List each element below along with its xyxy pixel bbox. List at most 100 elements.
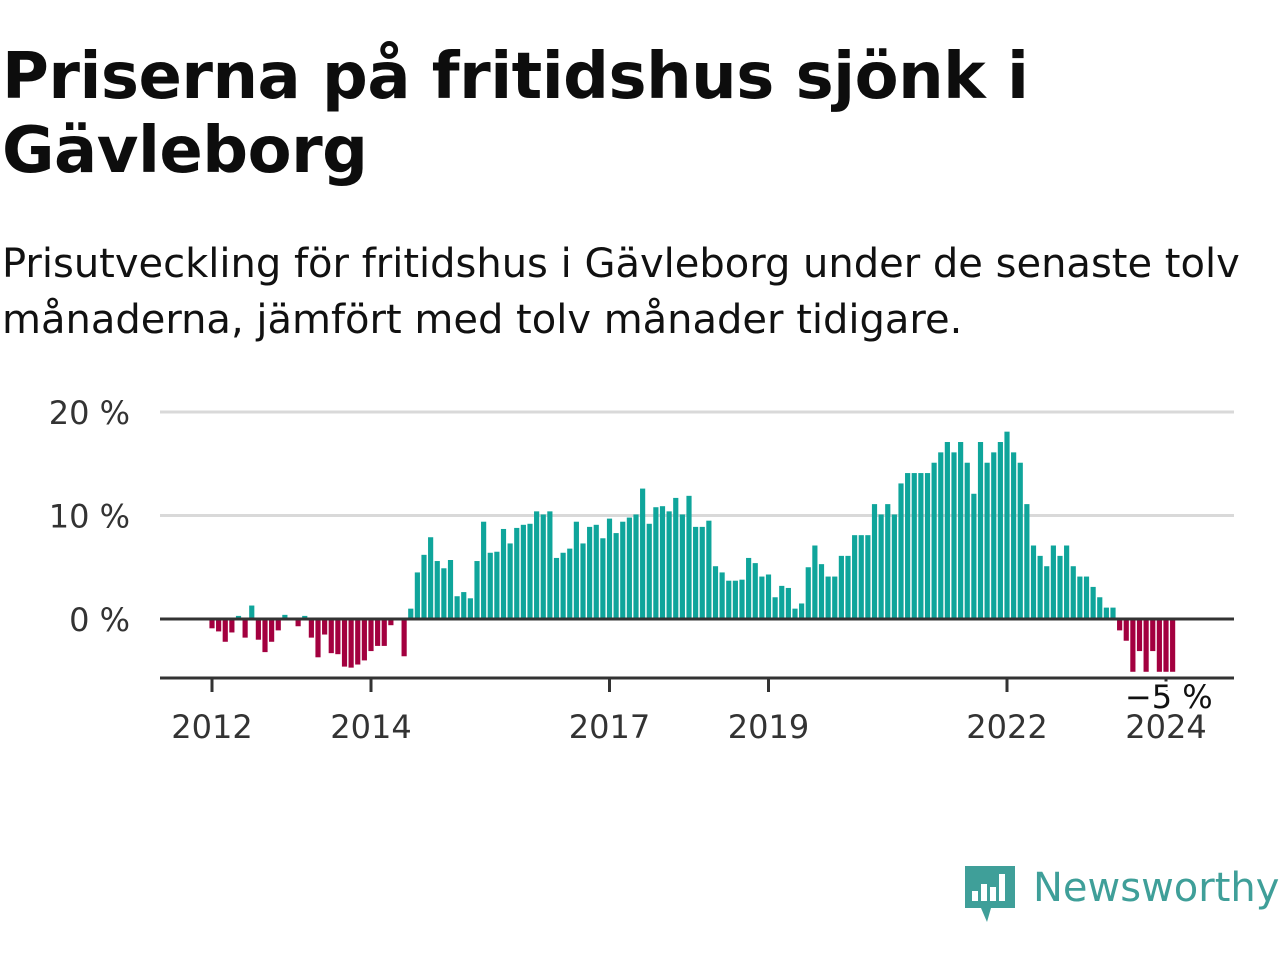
brand-name: Newsworthy [1033,865,1280,911]
bar [1163,619,1169,672]
bar [1170,619,1176,672]
bar [600,538,606,619]
bar [447,560,454,619]
bar [805,567,811,619]
bar [487,552,493,619]
bar [1057,555,1063,619]
bar [653,507,659,619]
bar [408,608,414,619]
bar [229,619,235,633]
bar [699,526,705,619]
x-tick-label: 2017 [569,708,650,746]
bar [302,615,308,619]
bar [825,576,831,619]
bar [1004,431,1010,619]
bar [341,619,348,667]
bar [878,514,884,619]
bar [779,585,785,619]
bar [1083,576,1090,619]
bar [613,533,619,619]
bar [938,452,944,619]
bar [944,442,950,619]
bar [269,619,275,642]
x-tick-label: 2014 [330,708,411,746]
bar [924,473,931,619]
bar [606,518,613,619]
bar [686,495,692,619]
bar [573,521,579,619]
bar [1044,566,1050,619]
bar [911,473,917,619]
bar [1097,597,1103,619]
bar [898,483,904,619]
brand-logo: Newsworthy [965,864,1279,924]
bar [971,493,977,619]
bar [275,619,281,631]
bar [951,452,957,619]
bar [328,619,334,654]
bar [1123,619,1129,641]
bar [209,619,215,629]
bar [500,528,507,619]
bar [712,566,719,619]
bar [706,520,712,619]
y-tick-label: 10 % [49,498,130,536]
bar [918,473,924,619]
bar [845,555,851,619]
bar [421,554,427,619]
bar [428,537,434,619]
bar [553,557,560,619]
bar [368,619,374,652]
bar [587,526,593,619]
bar [1030,545,1037,619]
bar [640,488,646,619]
bar [1070,566,1076,619]
bar [295,619,301,627]
bar [812,545,818,619]
bar [414,572,420,619]
bar [1050,545,1056,619]
bar [308,619,314,638]
bar [865,535,871,619]
annotations: −5 % [1122,675,1216,719]
bar [931,462,937,619]
bar [726,580,732,619]
chart-subtitle: Prisutveckling för fritidshus i Gävlebor… [2,241,1240,343]
bar [871,504,878,619]
bar [527,523,533,619]
bar [520,524,526,619]
bar [1024,504,1030,619]
y-tick-label: 0 % [69,601,130,639]
bar [580,543,586,619]
bar [633,514,639,619]
grid-lines [160,410,1234,517]
bar [348,619,354,668]
bar [1037,555,1043,619]
bar [1150,619,1156,652]
x-tick-label: 2012 [171,708,252,746]
bar [1090,586,1096,619]
bar [560,552,566,619]
bar [222,619,228,642]
bar-chart: 0 % 10 % 20 % 2012 2014 2017 2019 2022 2024 −5 … [49,394,1234,746]
y-tick-label: 20 % [49,394,130,432]
bar [693,526,699,619]
bar [540,514,546,619]
bar [262,619,268,653]
axes [160,617,1234,692]
x-tick-label: 2024 [1125,708,1206,746]
bar [355,619,361,665]
bar [785,587,791,619]
bar [335,619,341,655]
x-tick-label: 2019 [728,708,809,746]
bar [461,592,467,619]
bar [626,517,632,619]
bar [673,497,679,619]
bar [977,442,984,619]
bar [832,576,838,619]
last-value-label: −5 % [1125,678,1213,716]
bar [593,524,599,619]
bar [235,615,242,619]
bar [1156,619,1162,672]
bar [1017,462,1023,619]
